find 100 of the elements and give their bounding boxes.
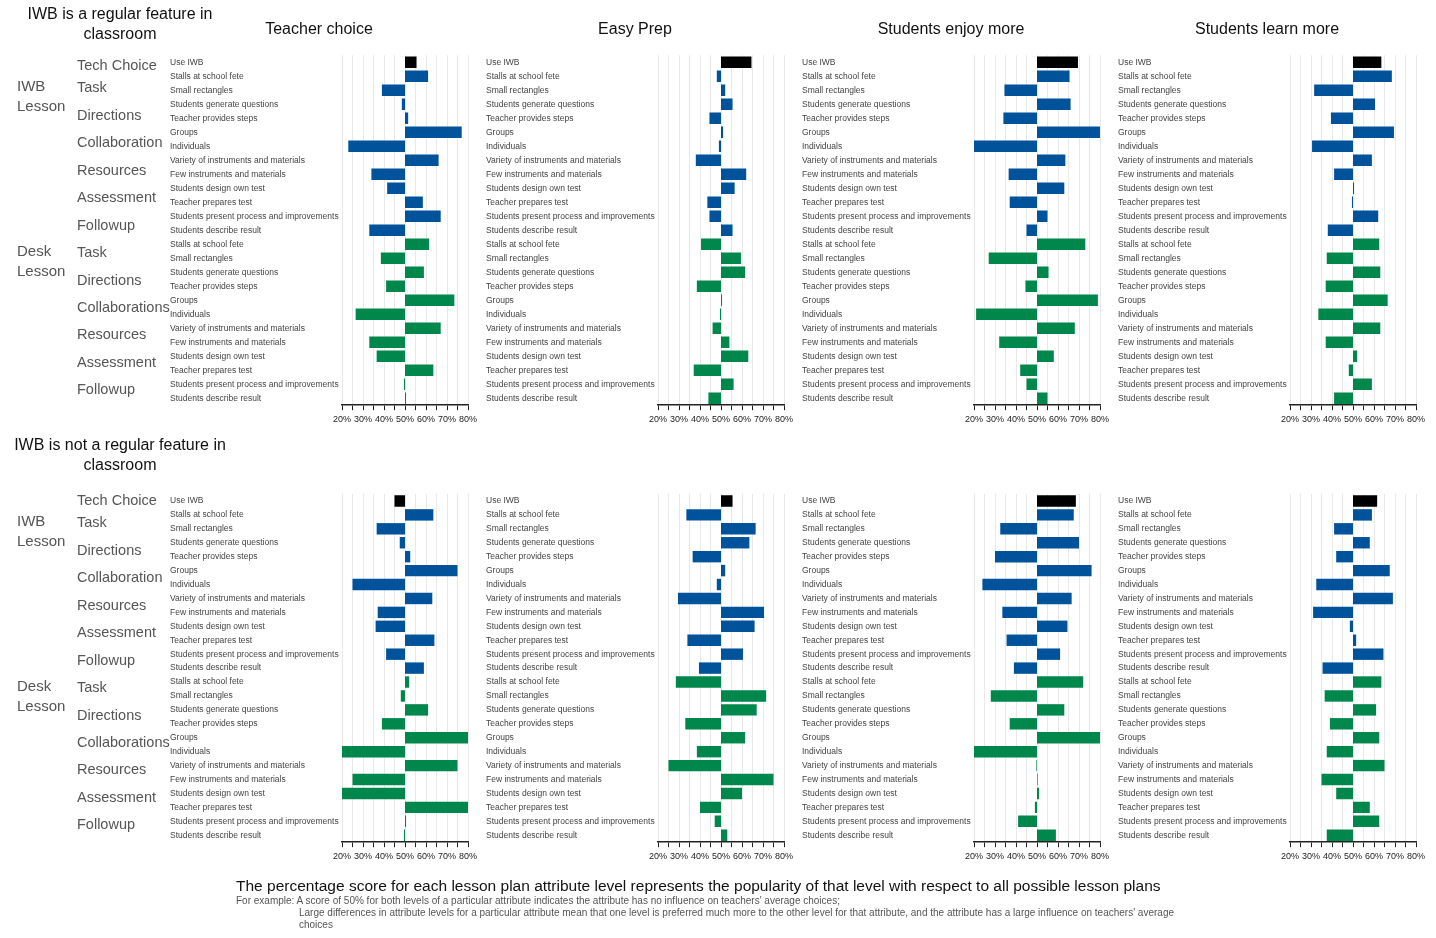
- bar: [405, 759, 458, 772]
- bar: [1353, 592, 1393, 605]
- bar: [1353, 495, 1378, 507]
- x-tick-label: 60%: [732, 414, 752, 425]
- y-tick-label: Individuals: [1118, 140, 1159, 151]
- y-tick-label: Teacher prepares test: [170, 196, 253, 207]
- bar: [1037, 210, 1048, 222]
- y-tick-label: Stalls at school fete: [1118, 509, 1192, 520]
- x-tick-label: 60%: [1364, 414, 1384, 425]
- bar: [693, 364, 721, 376]
- x-tick-label: 80%: [1090, 414, 1110, 425]
- bar: [721, 606, 765, 619]
- y-tick-label: Students generate questions: [486, 537, 595, 548]
- y-tick-label: Few instruments and materials: [802, 606, 918, 617]
- bar: [381, 84, 405, 96]
- bar: [405, 509, 434, 521]
- x-tick-label: 80%: [458, 851, 478, 862]
- y-tick-label: Small rectangles: [486, 690, 549, 701]
- y-tick-label: Students design own test: [1118, 350, 1214, 361]
- y-tick-label: Teacher prepares test: [1118, 801, 1201, 812]
- y-tick-label: Groups: [802, 294, 830, 305]
- chart-title: Students learn more: [1194, 20, 1340, 38]
- y-tick-label: Teacher prepares test: [486, 801, 569, 812]
- y-tick-label: Teacher provides steps: [486, 280, 574, 291]
- bar: [696, 745, 721, 758]
- y-tick-label: Few instruments and materials: [486, 168, 602, 179]
- y-tick-label: Students describe result: [170, 829, 262, 840]
- bar: [405, 322, 441, 334]
- y-tick-label: Groups: [486, 732, 514, 743]
- y-tick-label: Small rectangles: [170, 252, 233, 263]
- y-tick-label: Students describe result: [486, 392, 578, 403]
- bar: [1349, 620, 1353, 633]
- bar: [1353, 294, 1388, 306]
- bar: [1318, 308, 1353, 320]
- bar: [1353, 704, 1377, 716]
- bar: [400, 690, 405, 702]
- y-tick-label: Teacher provides steps: [170, 112, 258, 123]
- bar: [405, 112, 409, 124]
- bar: [1037, 294, 1098, 306]
- bar: [1009, 196, 1037, 208]
- y-tick-label: Teacher prepares test: [802, 196, 885, 207]
- y-tick-label: Students describe result: [802, 224, 894, 235]
- y-tick-label: Individuals: [170, 746, 211, 757]
- x-tick-label: 60%: [1048, 414, 1068, 425]
- y-tick-label: Groups: [1118, 294, 1146, 305]
- y-tick-label: Use IWB: [802, 56, 836, 67]
- y-tick-label: Students generate questions: [486, 266, 595, 277]
- bar: [1020, 364, 1037, 376]
- bar: [1018, 815, 1037, 828]
- y-tick-label: Individuals: [486, 578, 527, 589]
- y-tick-label: Students present process and improvements: [802, 378, 971, 389]
- y-tick-label: Students describe result: [170, 224, 262, 235]
- y-tick-label: Few instruments and materials: [170, 168, 286, 179]
- bar: [721, 98, 733, 110]
- bar: [1037, 392, 1048, 404]
- x-tick-label: 30%: [669, 851, 689, 862]
- bar: [1326, 745, 1353, 758]
- y-tick-label: Students describe result: [170, 392, 262, 403]
- y-tick-label: Teacher prepares test: [802, 364, 885, 375]
- bar: [721, 266, 746, 278]
- x-tick-label: 70%: [1385, 414, 1405, 425]
- bar: [1353, 70, 1392, 82]
- bar: [342, 745, 405, 758]
- bar: [721, 336, 730, 348]
- x-tick-label: 80%: [1406, 414, 1426, 425]
- bar: [700, 801, 721, 814]
- y-tick-label: Variety of instruments and materials: [802, 759, 937, 770]
- bar: [352, 578, 405, 591]
- bar: [721, 495, 733, 507]
- text: Directions: [77, 707, 142, 723]
- bar: [1326, 252, 1353, 264]
- x-tick-label: 60%: [416, 851, 436, 862]
- y-tick-label: Stalls at school fete: [486, 238, 560, 249]
- text: IWB Lesson: [17, 511, 67, 551]
- bar: [1037, 537, 1079, 549]
- bar: [1000, 523, 1037, 535]
- y-tick-label: Individuals: [802, 578, 843, 589]
- bar: [721, 350, 749, 362]
- y-tick-label: Students generate questions: [1118, 266, 1227, 277]
- y-tick-label: Teacher provides steps: [486, 551, 574, 562]
- y-tick-label: Individuals: [1118, 746, 1159, 757]
- bar: [371, 168, 405, 180]
- bar: [1353, 676, 1382, 688]
- bar: [976, 308, 1037, 320]
- bar: [387, 182, 405, 194]
- bar: [721, 523, 756, 535]
- x-tick-label: 20%: [964, 414, 984, 425]
- y-tick-label: Stalls at school fete: [1118, 676, 1192, 687]
- bar: [990, 690, 1037, 702]
- y-tick-label: Few instruments and materials: [486, 336, 602, 347]
- y-tick-label: Stalls at school fete: [802, 238, 876, 249]
- y-tick-label: Students describe result: [1118, 662, 1210, 673]
- y-tick-label: Small rectangles: [170, 84, 233, 95]
- bar: [714, 815, 721, 828]
- bar: [405, 732, 468, 744]
- bar: [1348, 364, 1353, 376]
- y-tick-label: Variety of instruments and materials: [802, 322, 937, 333]
- text: Assessment: [77, 354, 156, 370]
- bar: [1326, 829, 1353, 841]
- y-tick-label: Teacher prepares test: [486, 364, 569, 375]
